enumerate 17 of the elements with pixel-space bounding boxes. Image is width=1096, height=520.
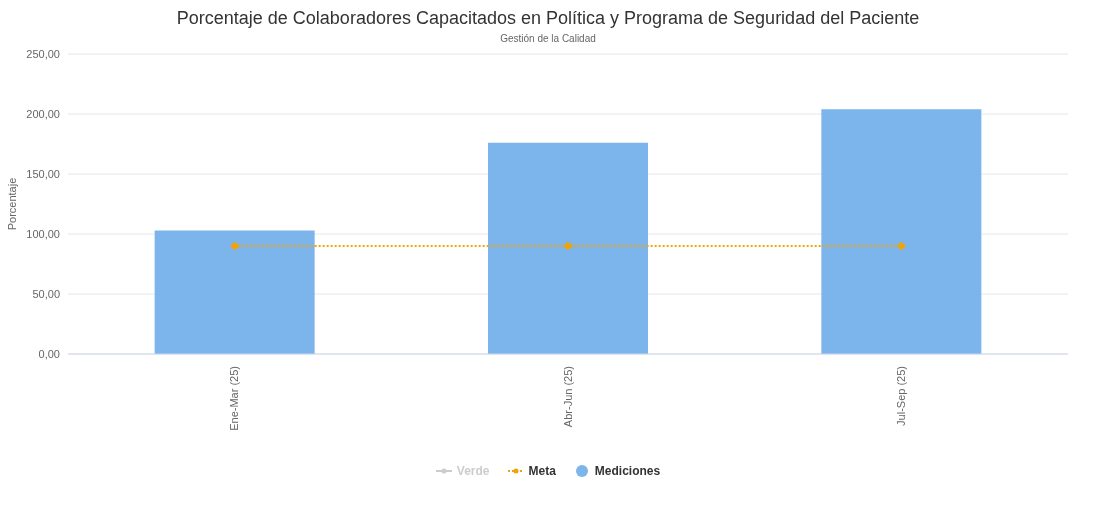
- y-tick-label: 250,00: [26, 47, 60, 60]
- chart-subtitle: Gestión de la Calidad: [499, 33, 597, 44]
- bar: [154, 230, 315, 354]
- x-tick-label: Abr-Jun (25): [561, 366, 574, 428]
- y-tick-label: 100,00: [26, 227, 60, 240]
- bar: [821, 109, 982, 354]
- y-tick-label: 50,00: [32, 287, 60, 300]
- legend-label: Meta: [528, 464, 556, 478]
- chart-title: Porcentaje de Colaboradores Capacitados en Política y Programa de Seguridad del Paciente: [175, 8, 921, 29]
- x-tick-label: Jul-Sep (25): [895, 366, 908, 426]
- y-tick-label: 0,00: [38, 347, 60, 360]
- y-axis-title: Porcentaje: [5, 177, 18, 231]
- y-tick-label: 200,00: [26, 107, 60, 120]
- y-tick-label: 150,00: [26, 167, 60, 180]
- legend-label: Mediciones: [594, 464, 661, 478]
- bar: [488, 142, 648, 354]
- x-tick-label: Ene-Mar (25): [228, 366, 241, 431]
